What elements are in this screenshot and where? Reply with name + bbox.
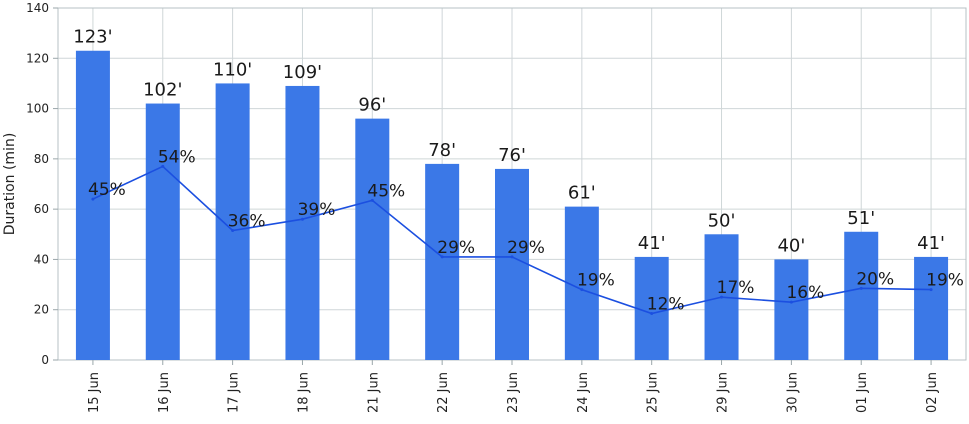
percent-label: 45% bbox=[367, 181, 405, 201]
x-tick-label: 22 Jun bbox=[436, 372, 451, 413]
bar-value-label: 109' bbox=[283, 62, 322, 83]
bar bbox=[495, 168, 529, 360]
percent-label: 54% bbox=[158, 147, 196, 167]
bar bbox=[774, 259, 809, 360]
y-tick-label: 0 bbox=[41, 353, 49, 367]
x-tick-label: 02 Jun bbox=[925, 372, 940, 413]
percent-label: 19% bbox=[926, 271, 964, 291]
y-axis: 0 20 40 60 80 100 120 140 bbox=[26, 1, 58, 367]
x-tick-label: 23 Jun bbox=[506, 372, 521, 413]
x-tick-label: 18 Jun bbox=[296, 372, 311, 413]
percent-label: 17% bbox=[717, 278, 755, 298]
x-tick-label: 17 Jun bbox=[227, 372, 242, 413]
y-tick-label: 80 bbox=[34, 152, 49, 166]
bar bbox=[564, 206, 599, 360]
percent-line bbox=[91, 164, 933, 315]
bar-value-label: 102' bbox=[143, 80, 182, 101]
y-tick-label: 20 bbox=[34, 303, 49, 317]
line-point bbox=[510, 255, 514, 259]
bar bbox=[355, 118, 390, 360]
bar bbox=[215, 83, 250, 360]
line-point bbox=[859, 286, 863, 290]
percent-label: 39% bbox=[298, 200, 336, 220]
bar-value-label: 96' bbox=[358, 95, 386, 116]
x-axis: 15 Jun 16 Jun 17 Jun 18 Jun 21 Jun 22 Jun 23 J… bbox=[87, 360, 940, 413]
percent-label: 29% bbox=[437, 238, 475, 258]
x-tick-label: 01 Jun bbox=[855, 372, 870, 413]
percent-label: 12% bbox=[647, 294, 685, 314]
bar-value-label: 123' bbox=[73, 27, 112, 48]
x-tick-label: 25 Jun bbox=[646, 372, 661, 413]
bars bbox=[75, 50, 949, 361]
line-point bbox=[370, 198, 374, 202]
line-point bbox=[720, 295, 724, 299]
data-labels: 123' 102' 110' 109' 96' 78' 76' 61' 41' 50' 40' 51'… bbox=[73, 27, 964, 315]
bar bbox=[634, 256, 669, 360]
percent-label: 45% bbox=[88, 180, 126, 200]
y-tick-label: 140 bbox=[26, 1, 49, 15]
bar bbox=[145, 103, 180, 361]
percent-label: 36% bbox=[228, 212, 266, 232]
bar bbox=[914, 256, 949, 360]
x-tick-label: 24 Jun bbox=[576, 372, 591, 413]
bar-value-label: 78' bbox=[428, 140, 456, 161]
percent-label: 29% bbox=[507, 238, 545, 258]
x-tick-label: 16 Jun bbox=[157, 372, 172, 413]
y-axis-label: Duration (min) bbox=[2, 133, 18, 236]
bar-value-label: 50' bbox=[708, 210, 736, 231]
line-point bbox=[440, 255, 444, 259]
percent-label: 20% bbox=[856, 269, 894, 289]
line-point bbox=[300, 217, 304, 221]
bar-value-label: 41' bbox=[917, 233, 945, 254]
x-tick-label: 29 Jun bbox=[716, 372, 731, 413]
line-point bbox=[91, 197, 95, 201]
bar-value-label: 61' bbox=[568, 183, 596, 204]
bar-value-label: 41' bbox=[638, 233, 666, 254]
bar bbox=[425, 163, 460, 360]
bar-value-label: 76' bbox=[498, 145, 526, 166]
x-tick-label: 15 Jun bbox=[87, 372, 102, 413]
bar bbox=[75, 50, 110, 360]
x-tick-label: 30 Jun bbox=[785, 372, 800, 413]
line-point bbox=[161, 164, 165, 168]
line-point bbox=[929, 288, 933, 292]
y-tick-label: 120 bbox=[26, 51, 49, 65]
y-tick-label: 40 bbox=[34, 252, 49, 266]
line-point bbox=[789, 300, 793, 304]
percent-label: 16% bbox=[786, 283, 824, 303]
line-point bbox=[231, 229, 235, 233]
y-tick-label: 60 bbox=[34, 202, 49, 216]
x-tick-label: 21 Jun bbox=[366, 372, 381, 413]
bar-value-label: 110' bbox=[213, 59, 252, 80]
bar-value-label: 40' bbox=[777, 235, 805, 256]
bar bbox=[285, 85, 320, 360]
line-point bbox=[580, 288, 584, 292]
bar-value-label: 51' bbox=[847, 208, 875, 229]
bar bbox=[844, 231, 879, 360]
percent-label: 19% bbox=[577, 271, 615, 291]
y-tick-label: 100 bbox=[26, 102, 49, 116]
line-point bbox=[650, 311, 654, 315]
